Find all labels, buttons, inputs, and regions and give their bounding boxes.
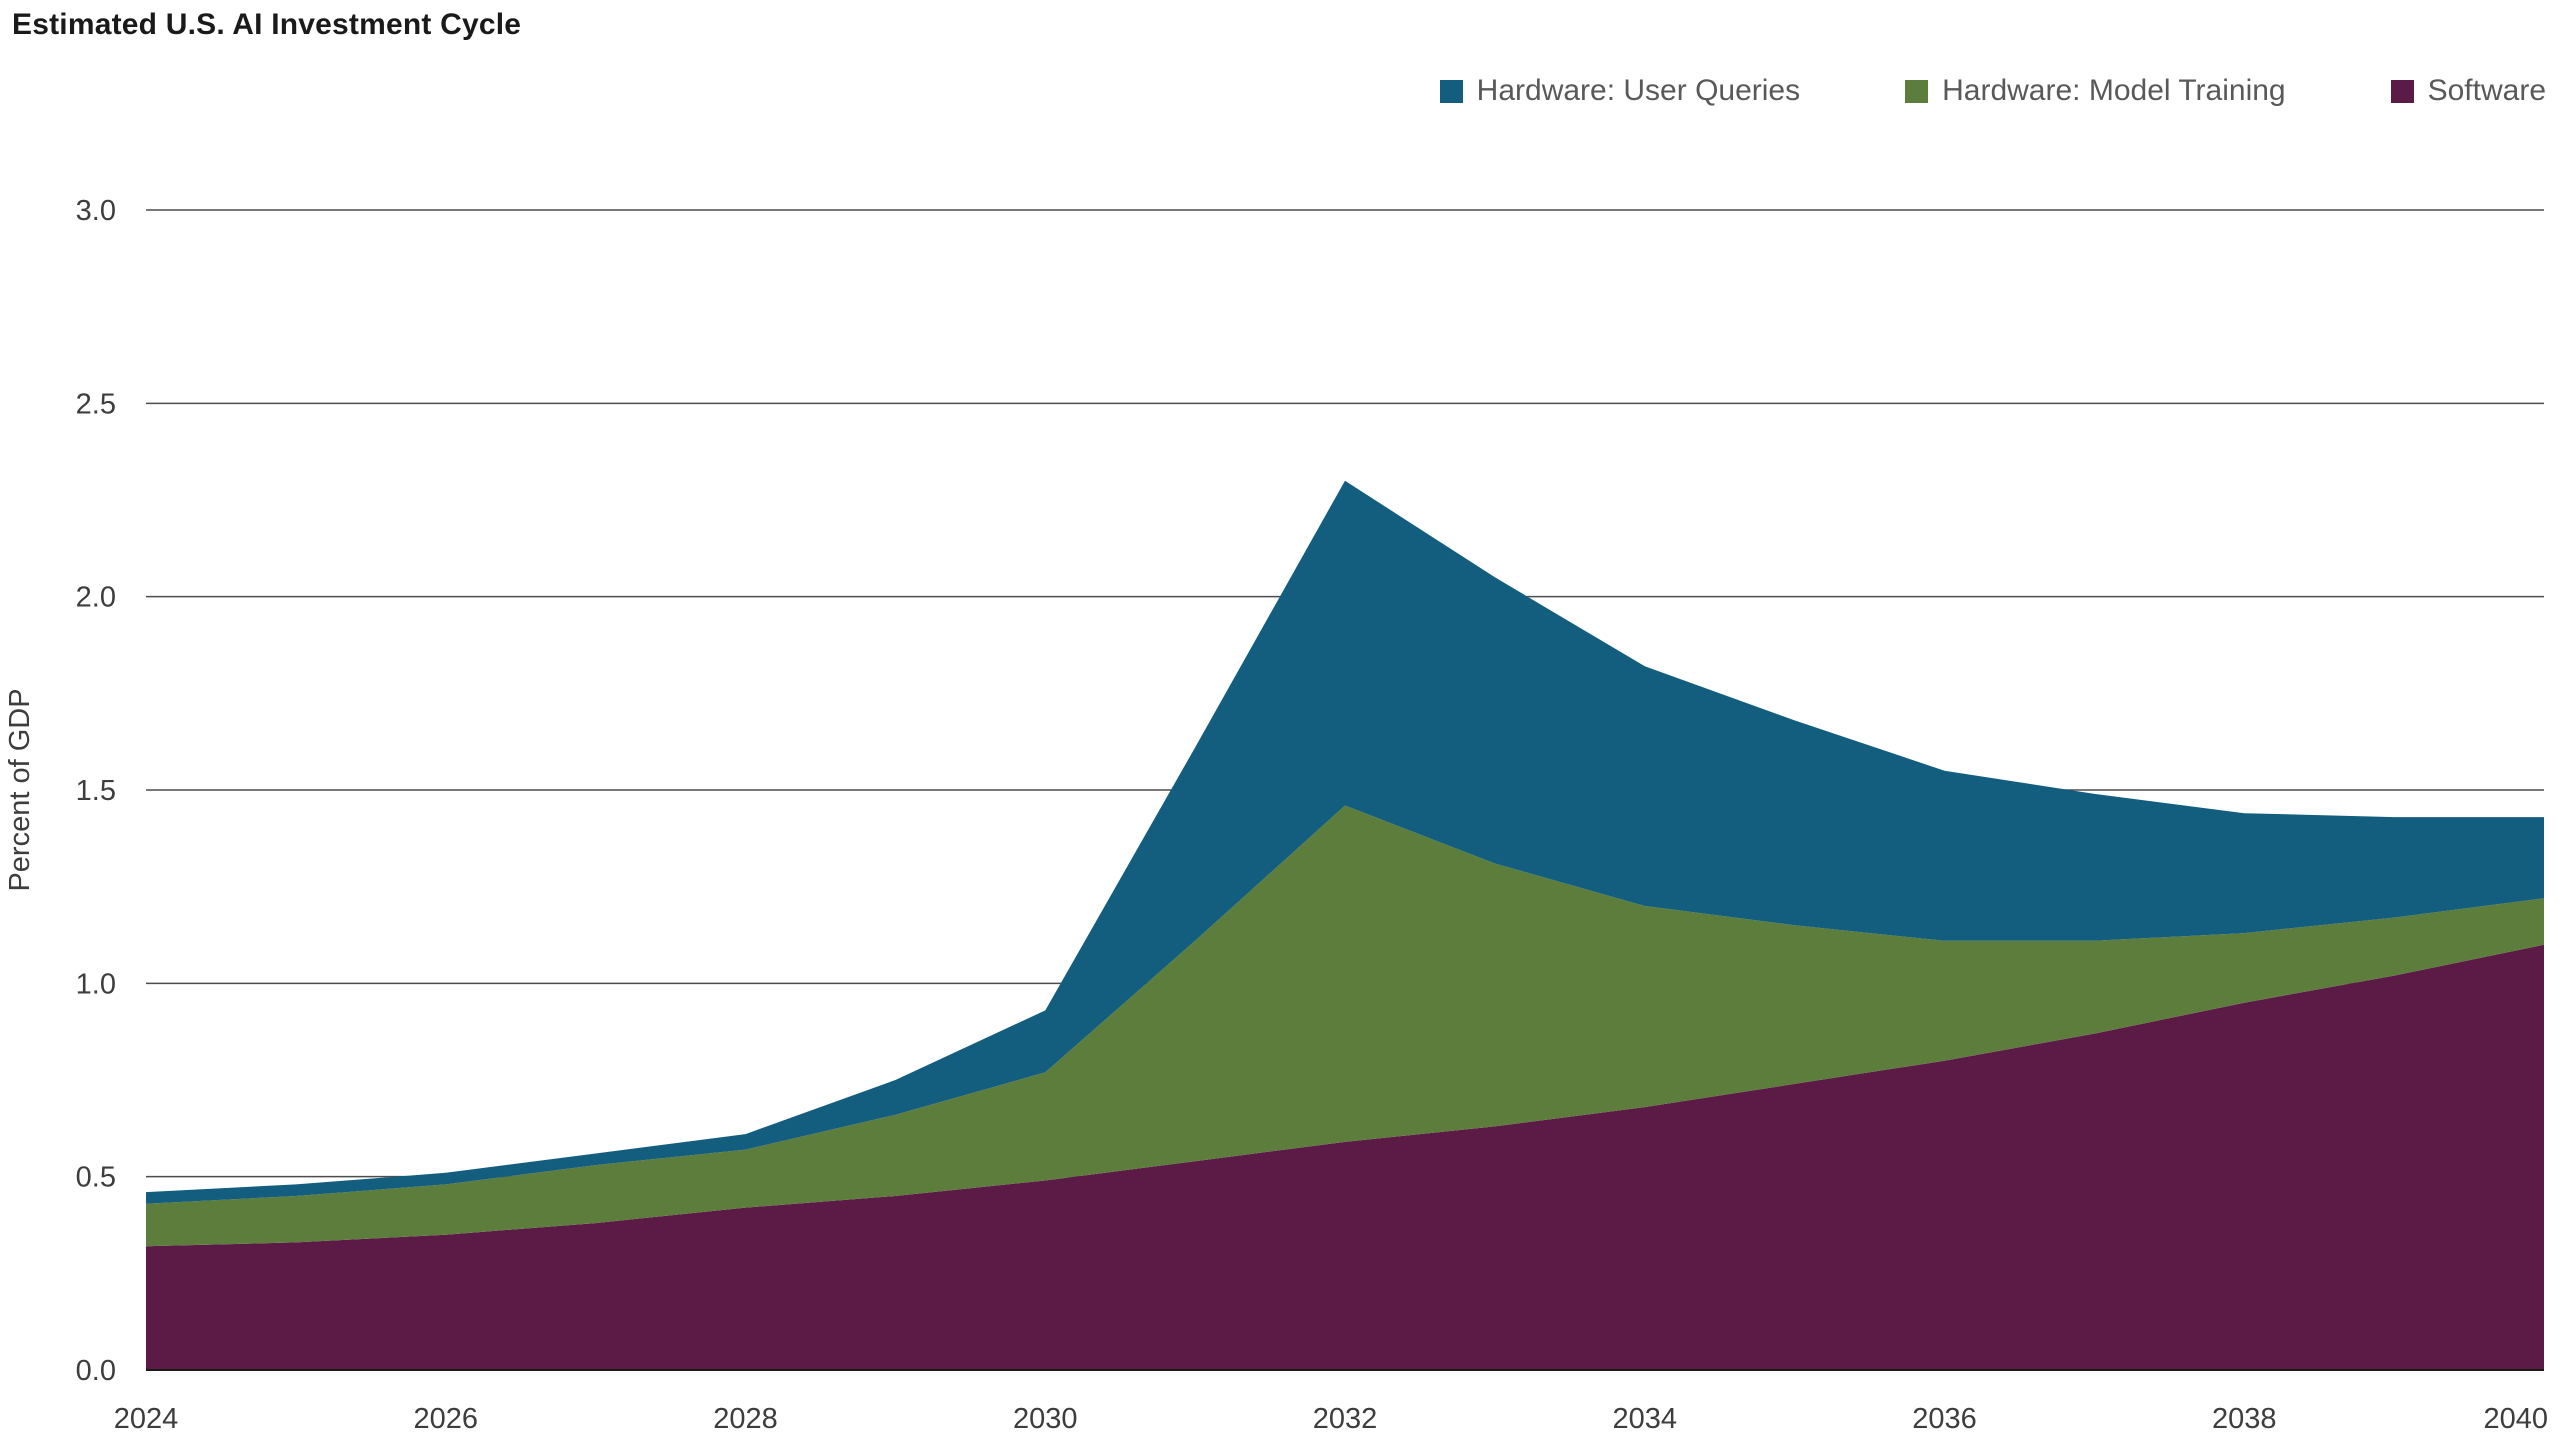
- area-hardware-user-queries: [146, 480, 2544, 1204]
- legend-swatch-hardware-model-training: [1905, 79, 1929, 103]
- legend-swatch-hardware-user-queries: [1439, 79, 1463, 103]
- legend-label-hardware-model-training: Hardware: Model Training: [1942, 74, 2286, 107]
- legend-item-hardware-model-training: Hardware: Model Training: [1905, 74, 2286, 108]
- svg-text:2030: 2030: [1013, 1403, 1078, 1435]
- legend-item-hardware-user-queries: Hardware: User Queries: [1439, 74, 1801, 108]
- svg-text:0.5: 0.5: [76, 1162, 116, 1194]
- svg-text:1.0: 1.0: [76, 968, 116, 1000]
- svg-text:2038: 2038: [2212, 1403, 2277, 1435]
- svg-text:2.5: 2.5: [76, 388, 116, 420]
- svg-text:2.0: 2.0: [76, 582, 116, 614]
- svg-text:2028: 2028: [713, 1403, 778, 1435]
- svg-text:2024: 2024: [114, 1403, 179, 1435]
- area-series: [146, 480, 2544, 1370]
- legend-swatch-software: [2390, 79, 2414, 103]
- chart-title: Estimated U.S. AI Investment Cycle: [12, 8, 522, 41]
- svg-text:2040: 2040: [2483, 1403, 2548, 1435]
- svg-text:2026: 2026: [413, 1403, 478, 1435]
- area-hardware-model-training: [146, 805, 2544, 1247]
- svg-text:2036: 2036: [1912, 1403, 1977, 1435]
- svg-text:3.0: 3.0: [76, 195, 116, 227]
- svg-text:2032: 2032: [1313, 1403, 1378, 1435]
- svg-text:0.0: 0.0: [76, 1355, 116, 1387]
- area-software: [146, 944, 2544, 1370]
- legend-item-software: Software: [2390, 74, 2546, 108]
- x-tick-labels: 2024 2026 2028 2030 2032 2034 2036 2038 2040: [114, 1403, 2548, 1435]
- legend-label-hardware-user-queries: Hardware: User Queries: [1476, 74, 1801, 107]
- y-tick-labels: 0.0 0.5 1.0 1.5 2.0 2.5 3.0: [76, 195, 116, 1387]
- svg-text:2034: 2034: [1612, 1403, 1677, 1435]
- legend-label-software: Software: [2427, 74, 2546, 107]
- legend: Hardware: User Queries Hardware: Model T…: [1439, 74, 2546, 108]
- svg-text:1.5: 1.5: [76, 775, 116, 807]
